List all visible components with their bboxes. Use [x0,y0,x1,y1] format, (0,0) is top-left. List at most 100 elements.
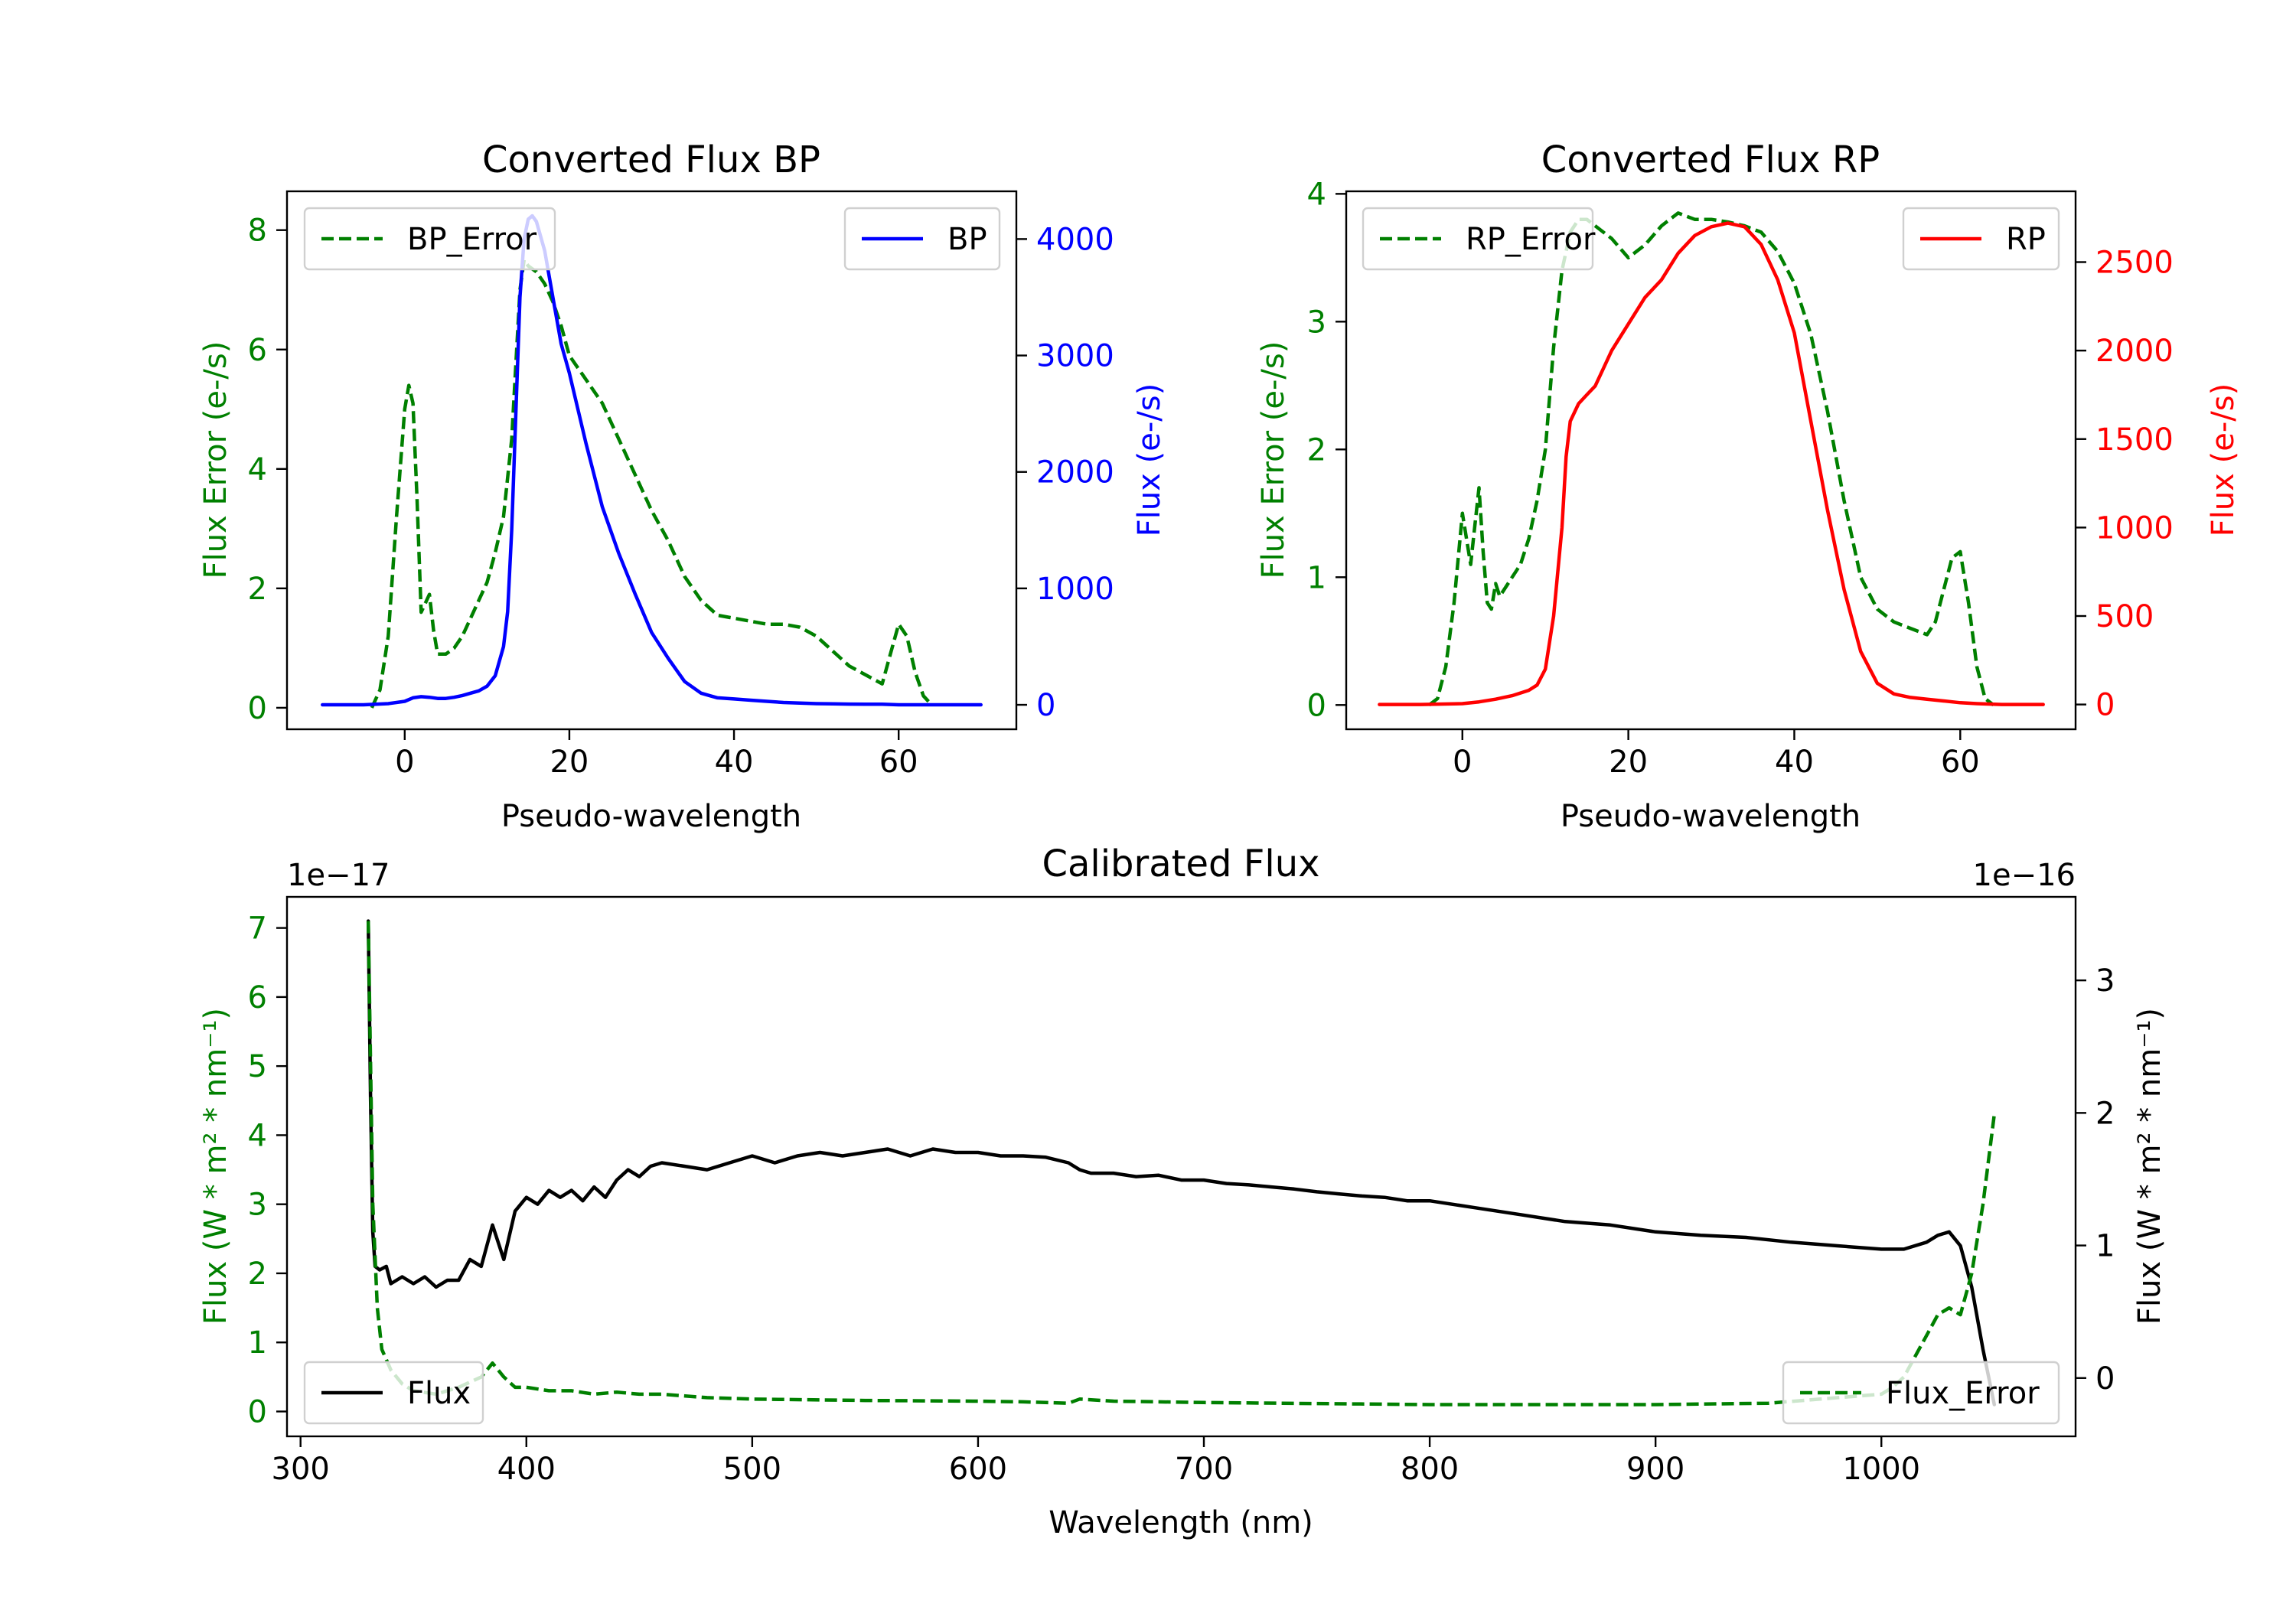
rp-ytick-right-label: 500 [2095,599,2154,634]
rp-legend-flux: RP [1902,207,2060,271]
cal-ytick-left-label: 6 [248,980,267,1015]
rp-ytick-left-label: 1 [1307,560,1326,595]
cal-legend-error-label: Flux_Error [1886,1376,2040,1411]
rp-ytick-right-label: 1500 [2095,422,2174,458]
rp-ytick-right-label: 0 [2095,688,2115,723]
bp-ytick-right-label: 0 [1036,688,1055,723]
cal-xtick-label: 600 [949,1452,1007,1487]
cal-ytick-left-label: 7 [248,911,267,947]
rp-axes-frame [1345,190,2077,731]
bp-ytick-left-label: 0 [248,691,267,726]
cal-xtick-label: 400 [497,1452,556,1487]
bp-ytick-right-label: 4000 [1036,222,1114,257]
cal-offset-left: 1e−17 [287,858,390,893]
rp-series-rp-error [1428,211,1995,707]
cal-xtick-label: 700 [1175,1452,1233,1487]
bp-ylabel-left: Flux Error (e-/s) [198,341,233,579]
rp-ytick-right-label: 2000 [2095,334,2174,369]
bp-title: Converted Flux BP [482,139,820,181]
cal-ytick-right-label: 2 [2095,1096,2115,1131]
rp-title: Converted Flux RP [1541,139,1880,181]
rp-legend-flux-label: RP [2006,222,2046,257]
cal-ytick-right-label: 0 [2095,1361,2115,1397]
bp-xtick-label: 0 [395,745,414,780]
bp-ytick-left-label: 6 [248,333,267,368]
rp-xtick-label: 60 [1941,745,1980,780]
cal-legend-flux: Flux [303,1361,484,1425]
rp-ylabel-right: Flux (e-/s) [2206,383,2241,536]
panel-calibrated: Calibrated Flux 1e−17 1e−16 300 400 500 600… [198,843,2167,1540]
cal-legend-flux-box [303,1361,484,1425]
cal-ytick-left-label: 3 [248,1188,267,1223]
cal-xtick-label: 900 [1626,1452,1684,1487]
rp-ytick-left-label: 0 [1307,688,1326,723]
rp-ylabel-left: Flux Error (e-/s) [1256,341,1291,579]
rp-ytick-right-label: 1000 [2095,510,2174,546]
cal-right-ticks: 0 1 2 3 [2076,963,2115,1397]
cal-xtick-label: 1000 [1842,1452,1920,1487]
cal-legend-error: Flux_Error [1782,1361,2060,1425]
bp-series-bp [321,214,983,707]
bp-ylabel-right: Flux (e-/s) [1132,383,1167,536]
bp-xtick-label: 20 [550,745,589,780]
bp-legend-error-box [303,207,556,271]
bp-ytick-right-label: 1000 [1036,572,1114,607]
cal-x-ticks: 300 400 500 600 700 800 900 1000 [272,1436,1920,1487]
rp-left-ticks: 0 1 2 3 4 [1307,177,1346,723]
rp-legend-error-box [1362,207,1594,271]
cal-ytick-left-label: 5 [248,1049,267,1084]
cal-ylabel-left: Flux (W * m² * nm⁻¹) [198,1008,233,1325]
rp-ytick-left-label: 3 [1307,305,1326,340]
bp-plot-area [321,214,983,709]
cal-ytick-left-label: 0 [248,1395,267,1430]
bp-ytick-left-label: 2 [248,572,267,607]
panel-rp: Converted Flux RP 0 20 40 60 0 1 2 3 4 0 500 1000… [1256,139,2241,834]
cal-series-flux [366,919,1997,1407]
bp-xtick-label: 60 [879,745,918,780]
rp-xtick-label: 0 [1453,745,1472,780]
cal-xtick-label: 800 [1401,1452,1459,1487]
cal-xtick-label: 500 [723,1452,781,1487]
bp-legend-flux: BP [843,207,1001,271]
rp-xlabel: Pseudo-wavelength [1561,799,1861,834]
panel-bp: Converted Flux BP 0 20 40 60 0 2 4 6 8 0 1000 200… [198,139,1167,834]
bp-ytick-right-label: 2000 [1036,455,1114,491]
cal-ytick-right-label: 1 [2095,1229,2115,1264]
cal-title: Calibrated Flux [1042,843,1319,885]
rp-xtick-label: 40 [1775,745,1814,780]
rp-legend-error-label: RP_Error [1466,222,1596,257]
rp-ytick-right-label: 2500 [2095,246,2174,281]
bp-x-ticks: 0 20 40 60 [395,729,918,780]
bp-left-ticks: 0 2 4 6 8 [248,214,287,726]
rp-x-ticks: 0 20 40 60 [1453,729,1980,780]
cal-ytick-left-label: 2 [248,1257,267,1292]
cal-ylabel-right: Flux (W * m² * nm⁻¹) [2132,1008,2167,1325]
cal-ytick-left-label: 4 [248,1118,267,1153]
bp-xtick-label: 40 [715,745,754,780]
cal-offset-right: 1e−16 [1973,858,2076,893]
bp-ytick-left-label: 8 [248,214,267,249]
rp-ytick-left-label: 4 [1307,177,1326,212]
cal-axes-frame [285,895,2077,1438]
rp-legend-error: RP_Error [1362,207,1596,271]
cal-legend-flux-label: Flux [407,1376,471,1411]
bp-right-ticks: 0 1000 2000 3000 4000 [1016,222,1114,723]
bp-axes-frame [285,190,1018,731]
cal-xlabel: Wavelength (nm) [1049,1505,1313,1540]
cal-left-ticks: 0 1 2 3 4 5 6 7 [248,911,287,1430]
rp-plot-area [1378,211,2045,707]
rp-right-ticks: 0 500 1000 1500 2000 2500 [2076,246,2174,723]
rp-series-rp [1378,221,2045,706]
bp-legend-flux-label: BP [947,222,987,257]
cal-xtick-label: 300 [272,1452,330,1487]
bp-xlabel: Pseudo-wavelength [501,799,801,834]
bp-ytick-right-label: 3000 [1036,339,1114,374]
rp-ytick-left-label: 2 [1307,432,1326,468]
cal-legend-error-box [1782,1361,2060,1425]
bp-legend-error-label: BP_Error [407,222,537,257]
bp-legend-error: BP_Error [303,207,556,271]
rp-xtick-label: 20 [1609,745,1648,780]
cal-ytick-left-label: 1 [248,1325,267,1361]
cal-ytick-right-label: 3 [2095,963,2115,999]
